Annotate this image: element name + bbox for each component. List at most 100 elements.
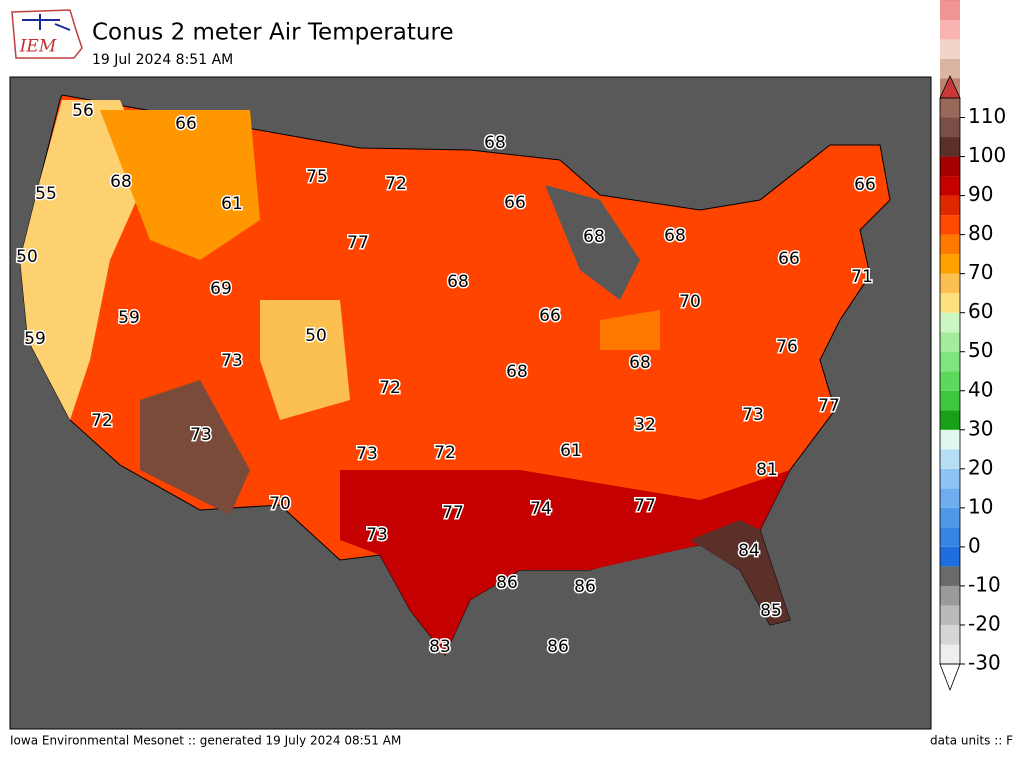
colorbar-bin — [940, 449, 960, 469]
station-value: 72 — [91, 411, 113, 431]
station-value: 66 — [504, 193, 526, 213]
station-value: 68 — [484, 133, 506, 153]
colorbar-bin — [940, 644, 960, 664]
station-value: 70 — [269, 494, 291, 514]
station-value: 50 — [305, 326, 327, 346]
colorbar-bin — [940, 273, 960, 294]
colorbar-bin — [940, 98, 960, 118]
station-value: 73 — [366, 525, 388, 545]
florida-region — [690, 520, 790, 625]
station-value: 68 — [629, 353, 651, 373]
station-value: 61 — [221, 194, 243, 214]
station-value: 69 — [210, 279, 232, 299]
station-value: 50 — [16, 247, 38, 267]
colorbar-tick-label: 60 — [968, 299, 993, 323]
station-value: 86 — [496, 573, 518, 593]
west-cool-region — [20, 100, 150, 420]
colorbar-tick-label: 50 — [968, 338, 993, 362]
colorbar-tick-label: 80 — [968, 221, 993, 245]
colorado-region — [260, 300, 350, 420]
station-value: 68 — [447, 272, 469, 292]
colorbar-frame — [939, 97, 961, 665]
desert-hot-region — [140, 380, 250, 515]
station-value: 77 — [347, 233, 369, 253]
station-value: 61 — [560, 441, 582, 461]
logo-text: IEM — [19, 37, 57, 57]
colorbar-tick-label: 40 — [968, 377, 993, 401]
colorbar-bin — [940, 351, 960, 372]
colorbar-bin — [940, 527, 960, 547]
station-value: 77 — [634, 496, 656, 516]
colorbar-bin — [940, 39, 960, 59]
colorbar-bin — [940, 0, 960, 20]
logo-outline — [11, 9, 83, 59]
station-value: 73 — [190, 425, 212, 445]
station-value: 70 — [679, 292, 701, 312]
station-value: 55 — [35, 184, 57, 204]
colorbar-bin — [940, 195, 960, 216]
midwest-region — [600, 310, 660, 350]
station-value: 66 — [539, 306, 561, 326]
station-value: 77 — [442, 503, 464, 523]
station-value: 73 — [356, 444, 378, 464]
station-value: 76 — [776, 337, 798, 357]
station-value: 72 — [434, 443, 456, 463]
colorbar-bin — [940, 605, 960, 625]
colorbar-tick-label: -30 — [968, 651, 1001, 675]
colorbar-bin — [940, 410, 960, 430]
station-value: 85 — [760, 601, 782, 621]
subtitle: 19 Jul 2024 8:51 AM — [92, 52, 233, 68]
colorbar-bin — [940, 176, 960, 196]
colorbar-bin — [940, 429, 960, 450]
colorbar-tick-label: -20 — [968, 611, 1001, 635]
station-value: 86 — [574, 577, 596, 597]
colorbar-tick-label: 10 — [968, 494, 993, 518]
station-value: 77 — [818, 396, 840, 416]
station-value: 74 — [530, 499, 552, 519]
colorbar-tick-label: 90 — [968, 182, 993, 206]
station-value: 73 — [742, 405, 764, 425]
great-lakes — [545, 185, 640, 300]
station-value: 32 — [634, 415, 656, 435]
colorbar-tick-label: 110 — [968, 104, 1006, 128]
colorbar-bin — [940, 156, 960, 177]
logo: IEM — [11, 9, 83, 59]
station-value: 59 — [118, 308, 140, 328]
logo-mark — [22, 14, 71, 31]
colorbar-bin — [940, 234, 960, 255]
station-value: 71 — [851, 267, 873, 287]
colorbar-bin — [940, 371, 960, 391]
colorbar-tick-label: 100 — [968, 143, 1006, 167]
colorbar-bin — [940, 390, 960, 411]
station-value: 59 — [24, 329, 46, 349]
colorbar-bin — [940, 546, 960, 567]
colorbar-bin — [940, 137, 960, 157]
colorbar-tick-label: 30 — [968, 416, 993, 440]
station-value: 56 — [72, 101, 94, 121]
colorbar-bin — [940, 566, 960, 586]
station-value: 73 — [221, 351, 243, 371]
colorbar-under — [939, 663, 961, 692]
colorbar-tick-label: 20 — [968, 455, 993, 479]
colorbar-bin — [940, 585, 960, 606]
station-value: 68 — [583, 227, 605, 247]
footer-right: data units :: F — [930, 734, 1013, 748]
station-value: 68 — [110, 172, 132, 192]
map — [9, 76, 932, 730]
colorbar-bin — [940, 215, 960, 235]
colorbar-bin — [940, 293, 960, 313]
colorbar-tick-label: 70 — [968, 260, 993, 284]
colorbar-bin — [940, 624, 960, 645]
station-value: 75 — [306, 167, 328, 187]
northwest-region — [100, 110, 260, 260]
colorbar-bin — [940, 507, 960, 528]
colorbar-bin — [940, 488, 960, 508]
station-value: 86 — [547, 637, 569, 657]
colorbar-bin — [940, 254, 960, 274]
station-value: 72 — [385, 174, 407, 194]
station-value: 66 — [778, 249, 800, 269]
footer-left: Iowa Environmental Mesonet :: generated … — [10, 734, 401, 748]
station-value: 66 — [175, 114, 197, 134]
south-hot-region — [340, 470, 790, 655]
